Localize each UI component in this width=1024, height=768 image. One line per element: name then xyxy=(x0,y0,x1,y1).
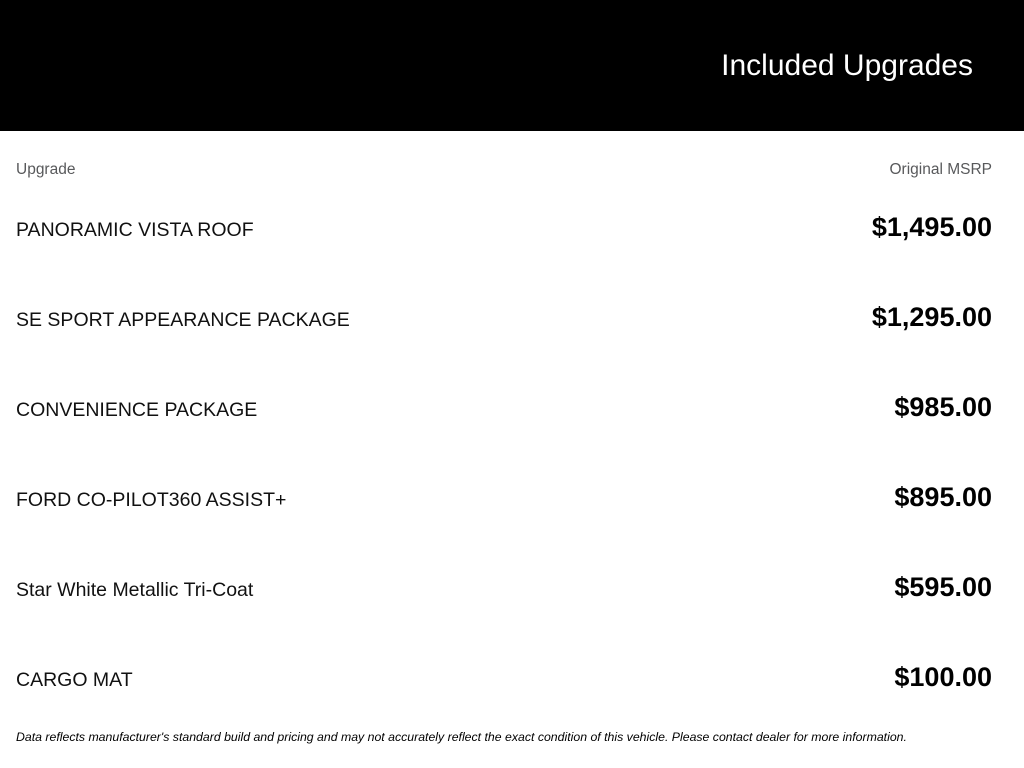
upgrade-price: $1,495.00 xyxy=(871,212,992,242)
panel-header: Included Upgrades xyxy=(0,0,1024,131)
table-row: PANORAMIC VISTA ROOF $1,495.00 xyxy=(16,212,992,246)
upgrade-name: CONVENIENCE PACKAGE xyxy=(16,399,258,421)
upgrade-name: CARGO MAT xyxy=(16,669,133,691)
table-row: FORD CO-PILOT360 ASSIST+ $895.00 xyxy=(16,482,992,516)
table-row: CONVENIENCE PACKAGE $985.00 xyxy=(16,392,992,426)
upgrade-price: $895.00 xyxy=(894,482,992,512)
upgrade-name: PANORAMIC VISTA ROOF xyxy=(16,219,254,241)
table-header-row: Upgrade Original MSRP xyxy=(16,161,992,179)
upgrade-name: SE SPORT APPEARANCE PACKAGE xyxy=(16,309,350,331)
column-header-upgrade: Upgrade xyxy=(16,161,76,178)
table-row: Star White Metallic Tri-Coat $595.00 xyxy=(16,572,992,606)
table-row: SE SPORT APPEARANCE PACKAGE $1,295.00 xyxy=(16,302,992,336)
upgrade-price: $595.00 xyxy=(894,572,992,602)
disclaimer-text: Data reflects manufacturer's standard bu… xyxy=(16,730,907,744)
upgrade-price: $985.00 xyxy=(894,392,992,422)
upgrade-price: $100.00 xyxy=(894,662,992,692)
page-title: Included Upgrades xyxy=(721,48,973,82)
upgrade-price: $1,295.00 xyxy=(871,302,992,332)
upgrades-table: Upgrade Original MSRP PANORAMIC VISTA RO… xyxy=(0,161,1024,745)
column-header-original-msrp: Original MSRP xyxy=(889,161,993,178)
upgrade-name: Star White Metallic Tri-Coat xyxy=(16,579,254,601)
table-row: CARGO MAT $100.00 xyxy=(16,662,992,696)
upgrade-name: FORD CO-PILOT360 ASSIST+ xyxy=(16,489,287,511)
